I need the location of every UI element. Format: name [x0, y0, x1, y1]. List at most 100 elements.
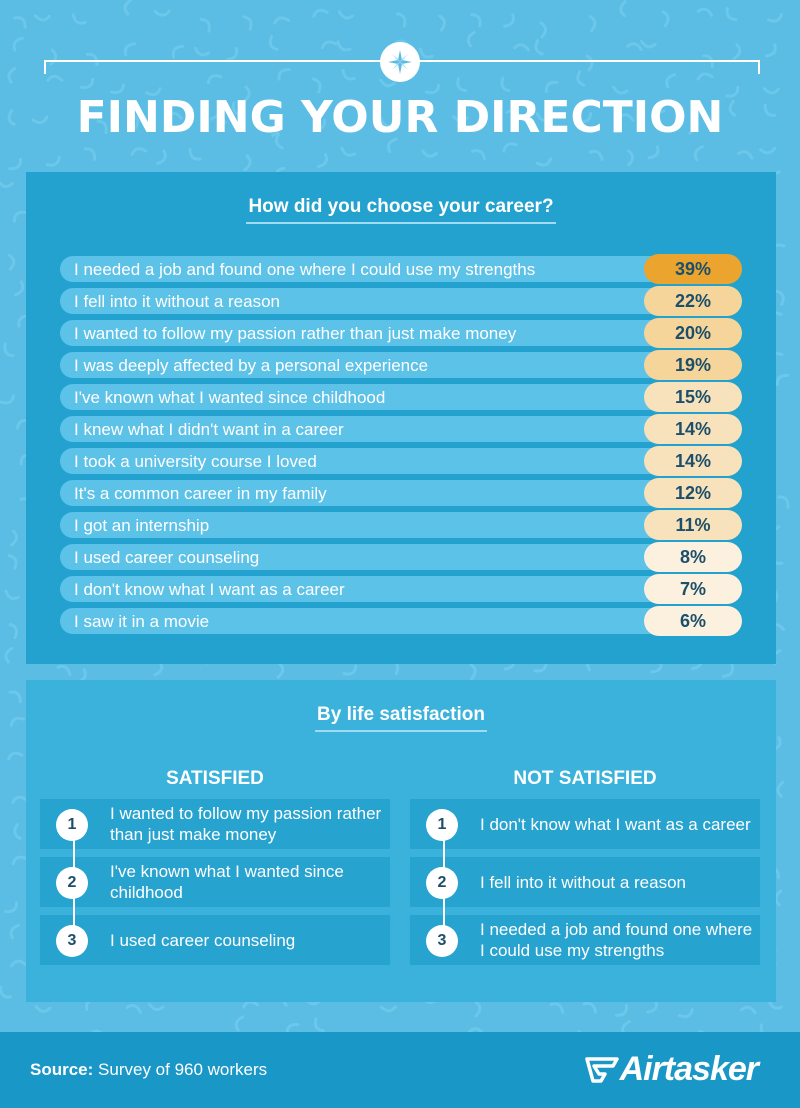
pattern-squiggle	[619, 0, 627, 18]
bar-label: I fell into it without a reason	[74, 292, 281, 311]
pattern-squiggle	[33, 14, 51, 22]
pattern-squiggle	[9, 923, 21, 940]
bar-track	[60, 288, 700, 314]
rank-badge: 3	[56, 925, 88, 957]
pattern-squiggle	[206, 74, 223, 85]
bar-track	[60, 512, 700, 538]
pattern-squiggle	[474, 1000, 482, 1018]
pattern-squiggle	[4, 589, 20, 601]
pattern-squiggle	[153, 9, 171, 17]
pattern-squiggle	[646, 999, 658, 1014]
pattern-squiggle	[56, 664, 72, 677]
bar-row: I took a university course I loved 14%	[60, 446, 742, 476]
pattern-squiggle	[10, 959, 28, 968]
bar-row: I don't know what I want as a career 7%	[60, 574, 742, 604]
compass-icon	[380, 42, 420, 82]
pattern-squiggle	[311, 77, 322, 94]
pattern-squiggle	[12, 210, 27, 223]
chart-title-text: How did you choose your career?	[246, 196, 556, 224]
bar-value: 14%	[644, 414, 742, 444]
pattern-squiggle	[470, 13, 482, 28]
bar-label: I don't know what I want as a career	[74, 580, 345, 599]
pattern-squiggle	[320, 40, 338, 50]
pattern-squiggle	[171, 44, 185, 59]
satisfaction-heading: By life satisfaction	[26, 704, 776, 732]
bar-row: It's a common career in my family 12%	[60, 478, 742, 508]
pattern-squiggle	[471, 148, 487, 161]
bar-track	[60, 480, 700, 506]
bar-row: I knew what I didn't want in a career 14%	[60, 414, 742, 444]
pattern-squiggle	[14, 280, 25, 297]
pattern-squiggle	[7, 253, 16, 271]
pattern-squiggle	[421, 149, 438, 158]
pattern-squiggle	[337, 10, 355, 20]
pattern-squiggle	[777, 495, 790, 509]
pattern-squiggle	[513, 43, 530, 52]
pattern-squiggle	[243, 154, 252, 172]
pattern-squiggle	[193, 46, 210, 57]
pattern-squiggle	[626, 149, 635, 167]
bar-track	[60, 384, 700, 410]
pattern-squiggle	[12, 36, 24, 52]
bar-track	[60, 576, 700, 602]
bar-row: I've known what I wanted since childhood…	[60, 382, 742, 412]
rank-badge: 3	[426, 925, 458, 957]
pattern-squiggle	[8, 690, 22, 704]
page-title: FINDING YOUR DIRECTION	[76, 92, 724, 143]
chart-title: How did you choose your career?	[26, 196, 776, 224]
pattern-squiggle	[379, 78, 396, 88]
pattern-squiggle	[535, 157, 553, 167]
satisfied-rank-2: 2 I've known what I wanted since childho…	[40, 857, 390, 907]
pattern-squiggle	[764, 43, 777, 58]
airtasker-logo-icon	[584, 1056, 619, 1083]
pattern-squiggle	[276, 661, 285, 679]
bar-track	[60, 320, 700, 346]
pattern-squiggle	[125, 1004, 142, 1014]
pattern-squiggle	[0, 179, 14, 188]
pattern-squiggle	[340, 146, 357, 157]
pattern-squiggle	[7, 751, 24, 761]
rank-text: I used career counseling	[110, 930, 296, 950]
pattern-squiggle	[732, 43, 742, 60]
pattern-squiggle	[188, 147, 202, 161]
pattern-squiggle	[336, 40, 352, 52]
pattern-squiggle	[7, 67, 17, 84]
bar-row: I fell into it without a reason 22%	[60, 286, 742, 316]
pattern-squiggle	[268, 35, 279, 51]
pattern-squiggle	[79, 77, 95, 90]
bar-row: I saw it in a movie 6%	[60, 606, 742, 636]
pattern-squiggle	[199, 17, 211, 33]
bar-label: I got an internship	[74, 516, 210, 535]
brand-name: Airtasker	[619, 1050, 759, 1088]
satisfaction-panel: By life satisfaction SATISFIED NOT SATIS…	[26, 680, 776, 1002]
rank-badge: 2	[56, 867, 88, 899]
pattern-squiggle	[13, 16, 27, 29]
bar-value: 20%	[644, 318, 742, 348]
not-satisfied-rank-2: 2 I fell into it without a reason	[410, 857, 760, 907]
pattern-squiggle	[130, 147, 148, 156]
pattern-squiggle	[8, 157, 22, 171]
pattern-squiggle	[588, 149, 604, 161]
pattern-squiggle	[156, 149, 167, 165]
pattern-squiggle	[539, 21, 548, 39]
bar-value: 12%	[644, 478, 742, 508]
pattern-squiggle	[234, 1015, 245, 1032]
satisfied-rank-3: 3 I used career counseling	[40, 915, 390, 965]
bar-value: 8%	[644, 542, 742, 572]
pattern-squiggle	[4, 901, 18, 914]
not-satisfied-heading: NOT SATISFIED	[513, 768, 657, 789]
pattern-squiggle	[533, 660, 548, 673]
pattern-squiggle	[83, 147, 97, 161]
pattern-squiggle	[503, 13, 515, 28]
pattern-squiggle	[661, 10, 670, 28]
pattern-squiggle	[639, 39, 657, 49]
footer: Source: Survey of 960 workers Airtasker	[0, 1032, 800, 1108]
bar-track	[60, 256, 700, 282]
pattern-squiggle	[759, 146, 776, 155]
pattern-squiggle	[678, 1008, 694, 1019]
pattern-squiggle	[500, 76, 511, 93]
pattern-squiggle	[11, 855, 28, 866]
bar-label: I took a university course I loved	[74, 452, 317, 471]
bar-value: 6%	[644, 606, 742, 636]
rank-badge: 2	[426, 867, 458, 899]
